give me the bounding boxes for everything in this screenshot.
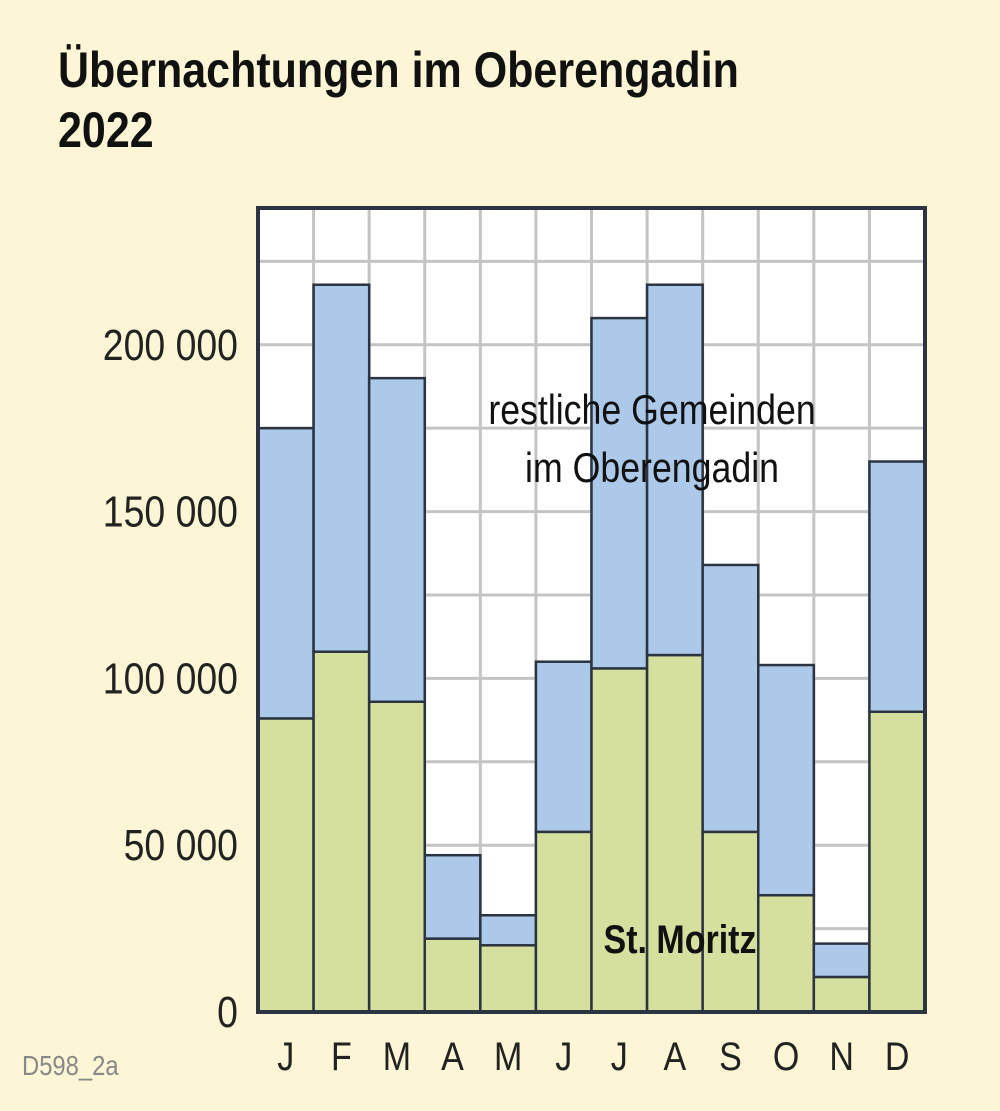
plot-border: [256, 206, 927, 1014]
x-tick-label: O: [773, 1033, 799, 1078]
label-st-moritz: St. Moritz: [604, 916, 757, 961]
y-tick-label: 150 000: [103, 487, 238, 537]
x-tick-label: J: [611, 1033, 628, 1078]
bar-restliche-gemeinden: [479, 914, 538, 947]
bar-restliche-gemeinden: [701, 563, 760, 834]
bar-st-moritz: [534, 830, 593, 1014]
bar-restliche-gemeinden: [256, 426, 315, 720]
bar-restliche-gemeinden: [812, 942, 871, 979]
bar-st-moritz: [645, 653, 704, 1014]
bar-restliche-gemeinden: [645, 283, 704, 657]
x-tick-label: J: [555, 1033, 572, 1078]
x-tick-label: F: [331, 1033, 352, 1078]
x-tick-label: A: [664, 1033, 687, 1078]
x-tick-label: M: [494, 1033, 522, 1078]
label-im-oberengadin: im Oberengadin: [525, 445, 779, 491]
bar-restliche-gemeinden: [423, 853, 482, 940]
x-tick-label: N: [829, 1033, 854, 1078]
bar-st-moritz: [812, 975, 871, 1014]
bar-restliche-gemeinden: [590, 316, 649, 670]
label-restliche-gemeinden: restliche Gemeinden: [488, 387, 815, 433]
y-tick-label: 200 000: [103, 320, 238, 370]
y-tick-label: 0: [217, 987, 238, 1037]
bar-restliche-gemeinden: [312, 283, 371, 653]
bar-st-moritz: [868, 710, 927, 1014]
x-tick-label: J: [277, 1033, 294, 1078]
x-tick-label: S: [719, 1033, 742, 1078]
bar-restliche-gemeinden: [534, 660, 593, 834]
title-line-2: 2022: [58, 102, 154, 158]
bar-restliche-gemeinden: [367, 376, 426, 703]
x-tick-label: D: [885, 1033, 910, 1078]
x-tick-label: A: [441, 1033, 464, 1078]
bar-restliche-gemeinden: [868, 460, 927, 714]
bar-st-moritz: [423, 937, 482, 1014]
bar-st-moritz: [312, 650, 371, 1014]
title-line-1: Übernachtungen im Oberengadin: [58, 42, 739, 98]
bar-st-moritz: [757, 893, 816, 1014]
bar-st-moritz: [256, 717, 315, 1014]
y-tick-label: 50 000: [124, 820, 238, 870]
y-tick-label: 100 000: [103, 654, 238, 704]
bar-st-moritz: [479, 944, 538, 1014]
source-code: D598_2a: [22, 1050, 119, 1081]
x-tick-label: M: [383, 1033, 411, 1078]
bar-st-moritz: [367, 700, 426, 1014]
bar-restliche-gemeinden: [757, 663, 816, 897]
chart-title: Übernachtungen im Oberengadin 2022: [58, 40, 739, 160]
